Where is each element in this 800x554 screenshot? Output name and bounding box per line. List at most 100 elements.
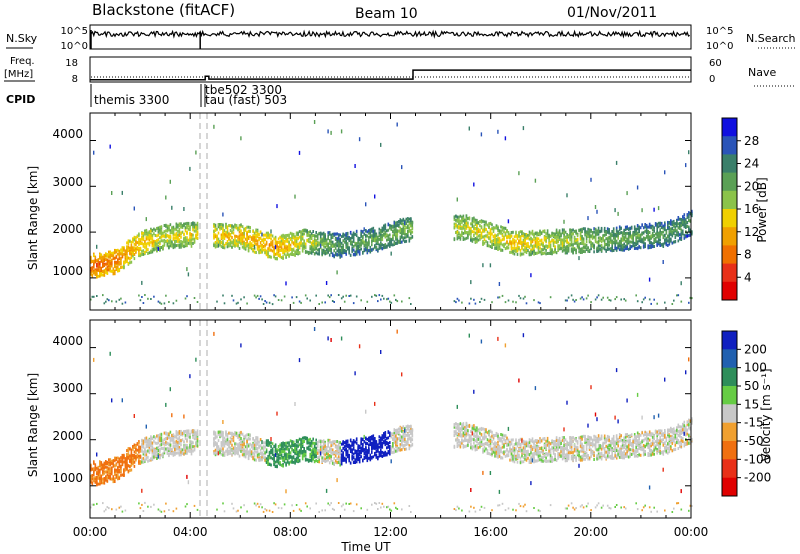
power-panel: 4000 3000 2000 1000 Slant Range [km] 282… <box>26 112 769 311</box>
power-cell-2646 <box>506 235 508 239</box>
power-cell-3660 <box>644 229 646 233</box>
power-cell-1985 <box>375 242 378 246</box>
power-cell-3701 <box>650 244 652 247</box>
velocity-cell-607 <box>172 439 175 443</box>
velocity-cell-464 <box>153 447 155 451</box>
power-cell-1185 <box>267 253 269 256</box>
power-cell-3358 <box>606 236 609 240</box>
power-cell-2550 <box>494 246 496 250</box>
power-cell-3802 <box>664 238 666 242</box>
power-cell-1429 <box>298 241 301 245</box>
power-cell-1270 <box>277 299 280 301</box>
power-cell-3957 <box>685 226 687 229</box>
power-cell-31 <box>93 262 95 266</box>
velocity-cell-232 <box>121 463 124 467</box>
power-cell-487 <box>156 242 158 246</box>
power-cell-64 <box>99 268 101 272</box>
power-cell-2662 <box>509 239 511 243</box>
power-cell-819 <box>216 300 218 303</box>
velocity-cell-496 <box>157 452 160 456</box>
power-cell-2528 <box>489 228 492 232</box>
power-cell-1907 <box>365 246 367 250</box>
power-cell-220 <box>120 252 122 256</box>
velocity-cell-215 <box>120 473 122 477</box>
power-cell-2844 <box>534 244 537 248</box>
power-cell-1634 <box>327 231 329 235</box>
power-cell-3966 <box>686 221 689 225</box>
power-cell-3251 <box>591 236 594 240</box>
power-cell-3208 <box>585 243 588 247</box>
velocity-cell-266 <box>126 462 128 466</box>
velocity-cell-625 <box>175 439 178 443</box>
power-cell-3000 <box>558 238 561 241</box>
power-cell-1898 <box>363 232 366 236</box>
power-cell-576 <box>169 244 172 248</box>
power-cell-1192 <box>267 250 269 254</box>
power-cell-2483 <box>483 220 486 224</box>
power-cell-375 <box>141 232 143 236</box>
power-cell-3156 <box>578 246 580 250</box>
power-cell-459 <box>153 227 155 231</box>
power-cell-3443 <box>617 234 619 238</box>
power-cell-3623 <box>639 226 642 230</box>
power-cell-3544 <box>629 240 631 244</box>
power-cell-3225 <box>588 230 591 234</box>
power-cell-149 <box>109 269 112 273</box>
power-cell-3788 <box>662 245 665 248</box>
power-cell-767 <box>195 225 197 229</box>
power-cell-2390 <box>470 227 472 231</box>
power-cell-3916 <box>679 222 681 226</box>
velocity-cell-805 <box>214 442 217 446</box>
power-cell-1963 <box>371 295 373 298</box>
power-cell-2500 <box>485 239 487 243</box>
power-cell-3416 <box>614 233 616 237</box>
power-cell-3568 <box>632 232 634 236</box>
power-cell-571 <box>168 228 170 232</box>
velocity-cell-399 <box>144 501 146 504</box>
power-cell-584 <box>169 236 172 240</box>
power-cell-1152 <box>261 244 263 248</box>
power-cell-993 <box>240 223 242 227</box>
power-cell-2984 <box>555 238 558 242</box>
velocity-cell-810 <box>214 431 217 435</box>
power-cell-635 <box>177 233 179 237</box>
power-cell-3242 <box>590 229 592 233</box>
power-cell-1853 <box>357 239 359 243</box>
power-cell-2933 <box>548 251 550 255</box>
power-cell-2757 <box>522 297 525 300</box>
power-cell-188 <box>115 250 118 254</box>
power-cell-1089 <box>253 250 256 254</box>
velocity-cell-632 <box>175 444 178 448</box>
power-cell-3577 <box>633 227 636 231</box>
power-cell-1096 <box>253 236 256 240</box>
power-cell-3848 <box>670 222 672 226</box>
power-cell-684 <box>183 244 185 248</box>
power-cell-3276 <box>594 298 597 301</box>
velocity-cell-267 <box>126 467 128 471</box>
power-cell-182 <box>114 272 116 276</box>
power-cell-3926 <box>680 224 683 228</box>
power-cell-2452 <box>477 238 480 242</box>
velocity-cell-109 <box>103 461 106 465</box>
power-cell-362 <box>139 252 142 256</box>
power-cell-1220 <box>271 249 274 253</box>
velocity-cell-135 <box>108 467 110 471</box>
power-cell-335 <box>135 243 137 247</box>
power-cell-399 <box>144 294 146 296</box>
velocity-cell-51 <box>96 466 98 470</box>
power-cell-287 <box>129 239 131 243</box>
power-cell-1386 <box>294 250 296 254</box>
power-cell-3517 <box>626 231 628 235</box>
velocity-cell-152 <box>109 351 111 356</box>
power-cell-2153 <box>396 220 399 224</box>
velocity-cell-458 <box>153 439 155 443</box>
velocity-cell-465 <box>153 455 155 459</box>
velocity-cell-839 <box>219 447 221 451</box>
power-cell-1100 <box>255 239 257 243</box>
power-cell-3915 <box>679 233 681 237</box>
power-cell-189 <box>115 268 118 271</box>
power-cell-350 <box>138 237 140 241</box>
power-cell-3261 <box>593 227 595 231</box>
velocity-cell-289 <box>129 458 131 462</box>
power-cell-3619 <box>638 229 640 233</box>
